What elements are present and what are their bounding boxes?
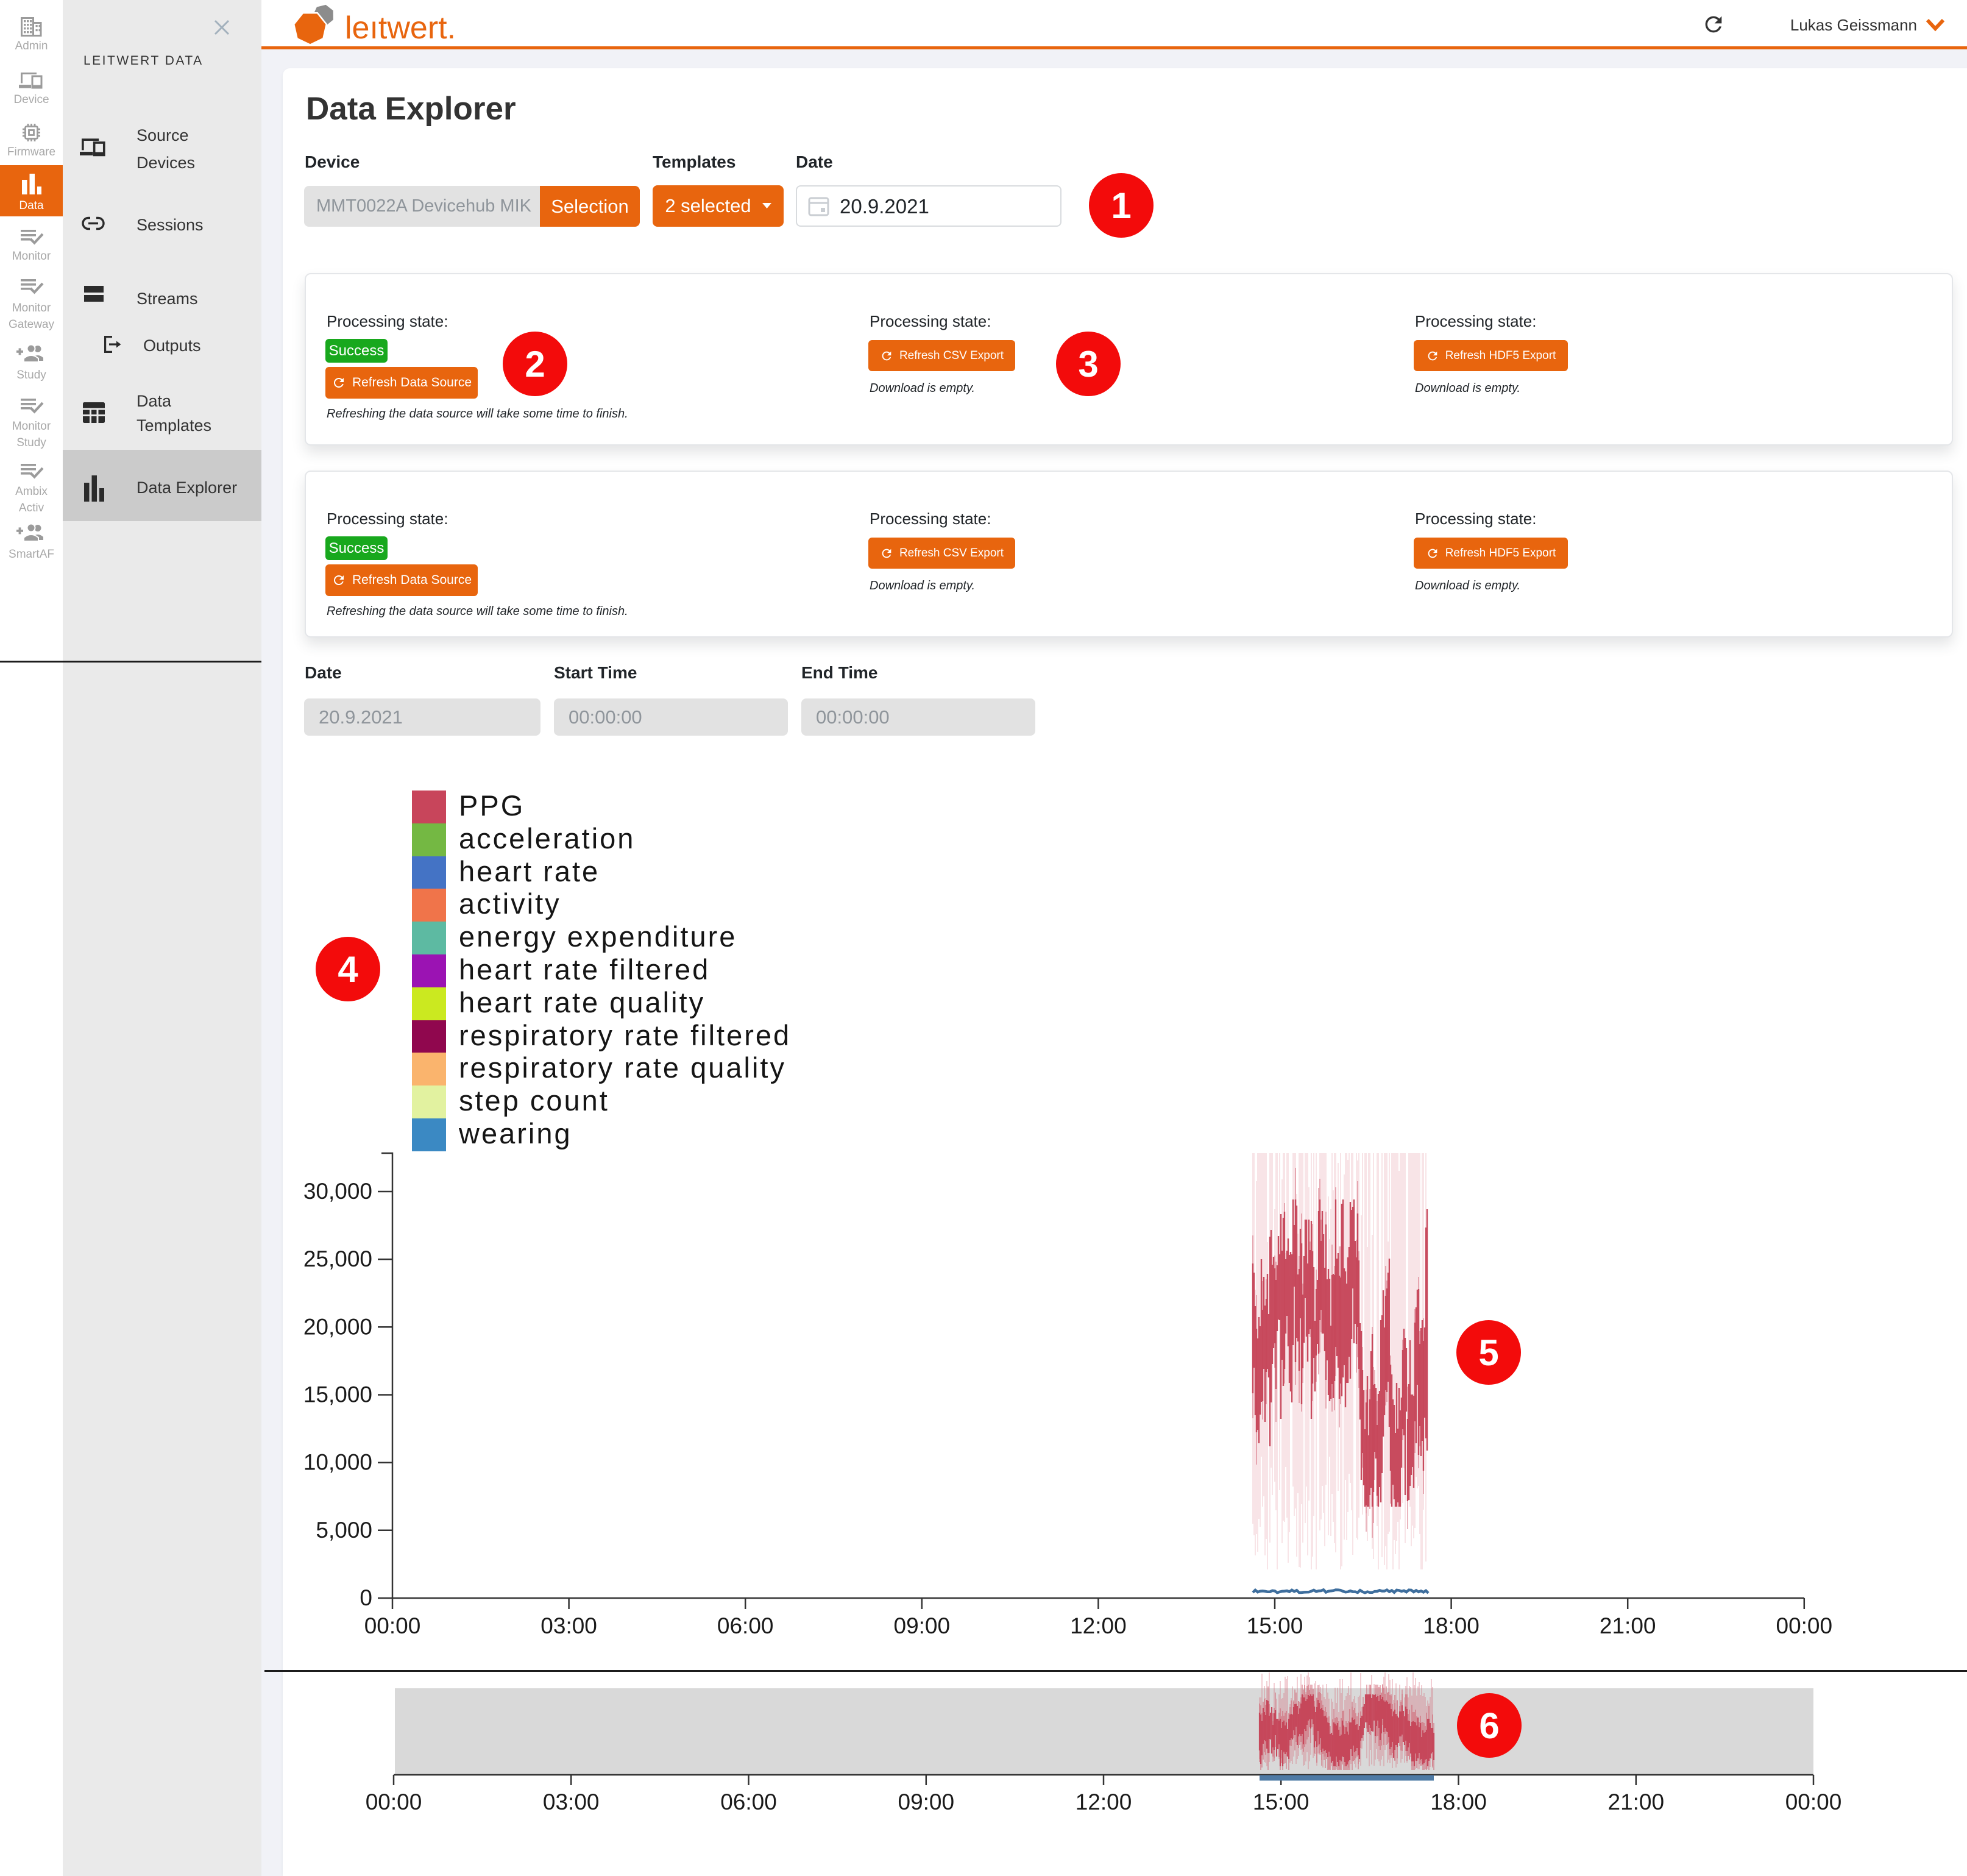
svg-text:15:00: 15:00 [1247, 1613, 1303, 1638]
svg-text:15:00: 15:00 [1253, 1789, 1310, 1814]
svg-text:03:00: 03:00 [543, 1789, 600, 1814]
svg-text:15,000: 15,000 [303, 1382, 372, 1407]
svg-text:0: 0 [360, 1585, 372, 1610]
svg-text:00:00: 00:00 [1785, 1789, 1842, 1814]
svg-text:18:00: 18:00 [1423, 1613, 1480, 1638]
svg-text:30,000: 30,000 [303, 1179, 372, 1204]
svg-text:06:00: 06:00 [717, 1613, 774, 1638]
svg-text:03:00: 03:00 [540, 1613, 597, 1638]
svg-text:21:00: 21:00 [1608, 1789, 1665, 1814]
svg-text:09:00: 09:00 [894, 1613, 951, 1638]
svg-text:00:00: 00:00 [364, 1613, 421, 1638]
svg-text:06:00: 06:00 [720, 1789, 777, 1814]
svg-text:20,000: 20,000 [303, 1314, 372, 1339]
svg-text:5,000: 5,000 [316, 1518, 372, 1543]
svg-text:21:00: 21:00 [1600, 1613, 1656, 1638]
svg-text:25,000: 25,000 [303, 1246, 372, 1271]
svg-text:12:00: 12:00 [1076, 1789, 1132, 1814]
svg-text:00:00: 00:00 [1776, 1613, 1833, 1638]
svg-text:12:00: 12:00 [1070, 1613, 1127, 1638]
svg-text:18:00: 18:00 [1430, 1789, 1487, 1814]
svg-text:09:00: 09:00 [898, 1789, 955, 1814]
svg-text:00:00: 00:00 [366, 1789, 422, 1814]
svg-text:10,000: 10,000 [303, 1450, 372, 1475]
